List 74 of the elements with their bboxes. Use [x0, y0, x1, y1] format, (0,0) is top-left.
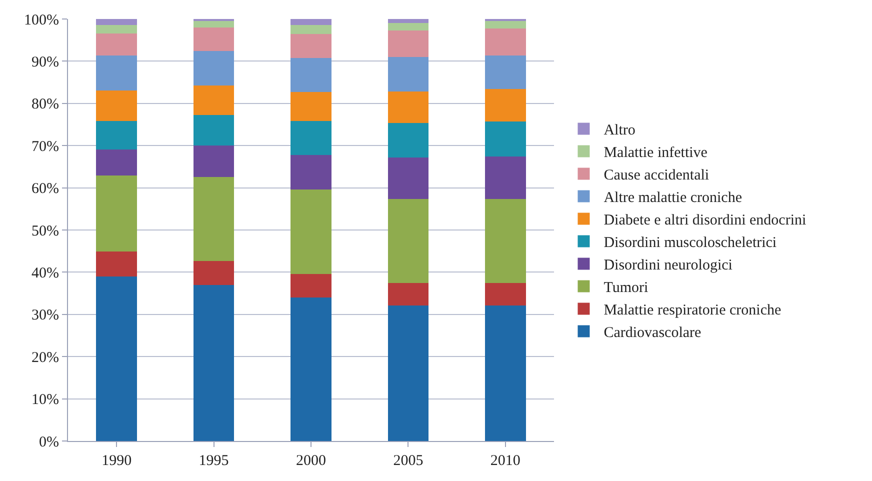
bar	[96, 24, 138, 34]
bar	[193, 115, 234, 146]
bar	[96, 252, 138, 276]
bar	[96, 176, 138, 252]
bar	[388, 198, 429, 284]
bar	[484, 198, 526, 284]
bar	[290, 58, 332, 92]
bar	[388, 30, 429, 57]
bar	[484, 156, 526, 199]
bar	[388, 92, 429, 123]
bar	[193, 176, 234, 261]
bar	[484, 28, 526, 56]
y-tick-label: 90%	[32, 54, 59, 70]
bar	[290, 24, 332, 34]
bar	[484, 89, 526, 122]
bar	[290, 154, 332, 190]
bar	[96, 276, 138, 441]
bar	[193, 21, 234, 28]
legend-label: Disordini neurologici	[604, 258, 732, 274]
bar	[484, 55, 526, 90]
bar	[484, 122, 526, 157]
legend-label: Tumori	[604, 280, 648, 296]
y-tick-label: 10%	[32, 392, 59, 408]
bar	[388, 306, 429, 441]
y-tick-label: 40%	[32, 265, 59, 282]
legend-label: Diabete e altri disordini endocrini	[604, 212, 806, 229]
bar	[388, 56, 429, 92]
bar	[193, 260, 234, 285]
bar	[193, 51, 234, 86]
bar	[193, 146, 234, 177]
bar	[388, 23, 429, 30]
legend-label: Malattie respiratorie croniche	[604, 302, 782, 319]
bar	[290, 92, 332, 122]
bar	[388, 19, 429, 24]
legend-label: Malattie infettive	[604, 145, 708, 162]
bar	[96, 121, 138, 150]
bar	[388, 157, 429, 199]
bar	[290, 189, 332, 274]
bar	[96, 149, 138, 176]
bar	[193, 284, 234, 441]
bar	[290, 274, 332, 298]
y-tick-label: 0%	[39, 434, 59, 450]
bar	[290, 298, 332, 441]
bar	[96, 90, 138, 122]
bar	[484, 283, 526, 306]
x-tick-label: 1995	[198, 453, 229, 469]
bar	[290, 121, 332, 155]
y-tick-label: 70%	[32, 138, 59, 155]
y-tick-label: 20%	[32, 350, 59, 366]
bar	[290, 34, 332, 58]
bar	[193, 27, 234, 52]
legend-label: Altre malattie croniche	[604, 190, 742, 206]
y-tick-label: 80%	[32, 96, 59, 113]
y-tick-label: 50%	[32, 223, 59, 240]
bar	[388, 283, 429, 306]
x-tick-label: 1990	[102, 453, 132, 469]
bar	[96, 33, 138, 56]
x-tick-label: 2000	[296, 453, 326, 469]
bar	[484, 21, 526, 28]
bar	[193, 85, 234, 116]
bar	[290, 19, 332, 25]
bar	[96, 19, 138, 25]
x-tick-label: 2005	[393, 453, 424, 469]
legend-label: Altro	[604, 122, 636, 139]
x-tick-label: 2010	[490, 453, 520, 469]
legend-label: Disordini muscoloscheletrici	[604, 235, 777, 252]
bar	[484, 306, 526, 441]
legend-label: Cause accidentali	[604, 168, 710, 184]
bar	[96, 56, 138, 91]
y-tick-label: 100%	[24, 12, 59, 28]
y-tick-label: 60%	[32, 181, 59, 198]
legend-label: Cardiovascolare	[604, 325, 702, 342]
y-tick-label: 30%	[32, 308, 59, 324]
bar	[388, 122, 429, 158]
